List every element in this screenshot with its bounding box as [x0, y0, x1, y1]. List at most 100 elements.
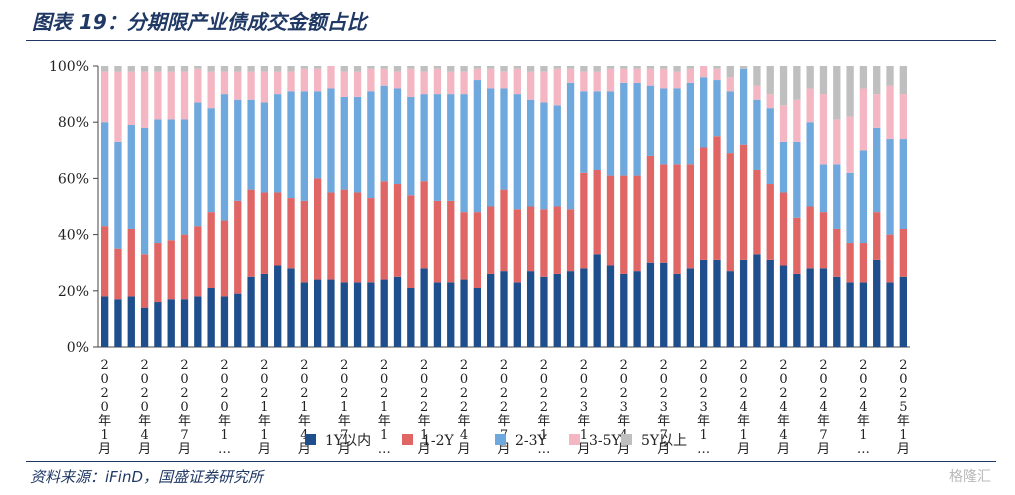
bar-segment-2: [313, 178, 322, 280]
bar-segment-1: [460, 279, 468, 347]
bar-segment-4: [673, 71, 681, 89]
bar-segment-5: [646, 66, 655, 69]
bar-segment-5: [766, 66, 774, 95]
bar-segment-4: [766, 94, 774, 109]
bar-segment-5: [726, 66, 734, 78]
bar-segment-1: [713, 259, 721, 347]
bar-segment-5: [779, 66, 788, 106]
bar-segment-4: [819, 94, 828, 165]
bar-segment-3: [340, 96, 348, 190]
bar-segment-3: [420, 94, 428, 182]
bar-segment-4: [340, 71, 348, 97]
bar-segment-4: [553, 68, 561, 106]
bar-segment-1: [646, 262, 655, 347]
bar-segment-3: [140, 127, 149, 255]
bar-segment-2: [633, 175, 641, 272]
legend-swatch: [495, 434, 506, 445]
bar-segment-2: [300, 200, 308, 283]
bar-segment-3: [726, 91, 734, 154]
bar-segment-1: [420, 268, 428, 347]
bar-segment-4: [753, 85, 761, 100]
title-divider: [26, 40, 996, 41]
bar-segment-3: [713, 80, 721, 137]
bar-segment-2: [194, 226, 202, 297]
bar-segment-5: [833, 66, 841, 120]
bars-layer: [101, 66, 907, 347]
bar-segment-1: [327, 279, 335, 347]
bar-segment-3: [660, 88, 668, 165]
bar-segment-2: [260, 192, 269, 274]
bar-segment-1: [620, 273, 628, 347]
watermark: 格隆汇: [949, 469, 991, 485]
bar-segment-2: [407, 195, 415, 288]
bar-segment-3: [407, 96, 415, 196]
bar-segment-2: [673, 164, 681, 274]
bar-segment-2: [127, 228, 135, 297]
bar-segment-1: [886, 282, 894, 347]
bar-segment-5: [367, 66, 375, 69]
x-tick-label: 2 0 2 3 年 1…: [697, 358, 710, 457]
bar-segment-2: [713, 136, 721, 260]
bar-segment-4: [180, 71, 189, 120]
stacked-bar-chart: 0% 20% 40% 60% 80% 100% 2 0 2 0 年 1 月 2 0 2 0 年 4 月 2 0 2 0 年 7 月…: [49, 59, 910, 457]
bar-segment-1: [899, 276, 907, 347]
bar-segment-3: [207, 108, 215, 213]
bar-segment-1: [274, 265, 282, 347]
bar-segment-5: [553, 66, 561, 69]
bar-segment-5: [274, 66, 282, 72]
bar-segment-3: [620, 82, 628, 176]
bar-segment-3: [899, 139, 907, 229]
bar-segment-4: [566, 68, 575, 83]
bar-segment-5: [127, 66, 135, 72]
bar-segment-2: [513, 209, 521, 283]
bar-segment-5: [566, 66, 575, 69]
bar-segment-5: [300, 66, 308, 69]
bar-segment-5: [753, 66, 761, 86]
bar-segment-1: [300, 282, 308, 347]
bar-segment-5: [207, 66, 215, 72]
bar-segment-4: [300, 68, 308, 92]
bar-segment-5: [447, 66, 455, 72]
bar-segment-4: [234, 71, 242, 100]
bar-segment-3: [101, 122, 109, 227]
bar-segment-5: [407, 66, 415, 69]
bar-segment-3: [806, 122, 814, 207]
bar-segment-1: [220, 296, 229, 347]
bar-segment-1: [380, 279, 388, 347]
legend-swatch: [305, 434, 316, 445]
bar-segment-2: [340, 189, 348, 283]
bar-segment-4: [407, 68, 415, 97]
bar-segment-4: [367, 68, 375, 92]
bar-segment-4: [154, 71, 162, 120]
bar-segment-1: [340, 282, 348, 347]
bar-segment-3: [739, 68, 748, 145]
bar-segment-2: [526, 206, 535, 272]
bar-segment-5: [473, 66, 482, 69]
bar-segment-5: [580, 66, 588, 72]
bar-segment-1: [793, 273, 801, 347]
bar-segment-2: [393, 184, 402, 277]
bar-segment-5: [420, 66, 428, 72]
bar-segment-4: [194, 68, 202, 103]
bar-segment-1: [367, 282, 375, 347]
bar-segment-3: [300, 91, 308, 201]
bar-segment-2: [487, 206, 495, 274]
bar-segment-2: [101, 226, 109, 297]
bar-segment-5: [260, 66, 269, 72]
bar-segment-4: [353, 71, 362, 97]
bar-segment-5: [194, 66, 202, 69]
bar-segment-3: [646, 85, 655, 156]
bar-segment-2: [580, 172, 588, 269]
bar-segment-5: [234, 66, 242, 72]
bar-segment-2: [207, 212, 215, 288]
bar-segment-5: [340, 66, 348, 72]
bar-segment-3: [154, 119, 162, 244]
bar-segment-1: [393, 276, 402, 347]
bar-segment-3: [886, 139, 894, 235]
bar-segment-4: [287, 71, 295, 92]
